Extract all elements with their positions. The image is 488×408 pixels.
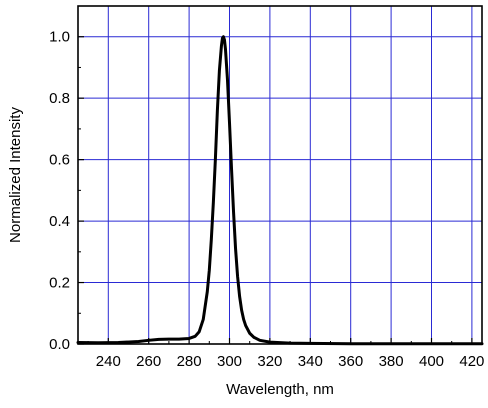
y-tick-label: 0.8 <box>49 90 70 107</box>
x-tick-label: 240 <box>96 353 121 370</box>
x-tick-label: 400 <box>419 353 444 370</box>
tick-layer <box>78 36 473 345</box>
x-tick-label: 320 <box>257 353 282 370</box>
x-tick-label: 360 <box>338 353 363 370</box>
y-tick-label: 0.4 <box>49 213 70 230</box>
x-tick-label: 420 <box>459 353 484 370</box>
y-tick-label: 1.0 <box>49 29 70 46</box>
x-axis-title: Wavelength, nm <box>226 381 334 398</box>
x-tick-label: 260 <box>136 353 161 370</box>
x-tick-label: 340 <box>298 353 323 370</box>
spectrum-line <box>76 35 484 346</box>
y-tick-label: 0.6 <box>49 152 70 169</box>
y-tick-label: 0.0 <box>49 336 70 353</box>
line-layer <box>76 35 484 346</box>
grid-layer <box>78 6 482 344</box>
plot-frame <box>77 5 483 345</box>
y-tick-label: 0.2 <box>49 275 70 292</box>
x-tick-label: 300 <box>217 353 242 370</box>
tick-label-layer: 240 260 280 300 320 340 360 380 400 420 0.0 0.2 0.4 0… <box>49 29 484 370</box>
x-tick-label: 280 <box>177 353 202 370</box>
x-tick-label: 380 <box>379 353 404 370</box>
y-axis-title: Normalized Intensity <box>7 107 24 243</box>
